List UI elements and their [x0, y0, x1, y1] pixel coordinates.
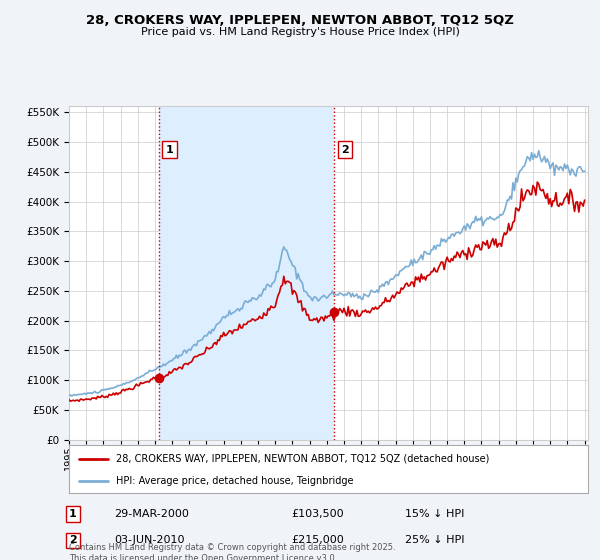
- Text: 1: 1: [69, 509, 77, 519]
- Text: HPI: Average price, detached house, Teignbridge: HPI: Average price, detached house, Teig…: [116, 476, 353, 486]
- Text: £215,000: £215,000: [291, 535, 344, 545]
- Bar: [159, 106, 334, 440]
- Text: 25% ↓ HPI: 25% ↓ HPI: [405, 535, 464, 545]
- Text: 28, CROKERS WAY, IPPLEPEN, NEWTON ABBOT, TQ12 5QZ (detached house): 28, CROKERS WAY, IPPLEPEN, NEWTON ABBOT,…: [116, 454, 489, 464]
- Text: 2: 2: [341, 144, 349, 155]
- Text: 03-JUN-2010: 03-JUN-2010: [114, 535, 185, 545]
- Text: £103,500: £103,500: [291, 509, 344, 519]
- Text: Contains HM Land Registry data © Crown copyright and database right 2025.: Contains HM Land Registry data © Crown c…: [69, 543, 395, 552]
- Text: 15% ↓ HPI: 15% ↓ HPI: [405, 509, 464, 519]
- Text: Price paid vs. HM Land Registry's House Price Index (HPI): Price paid vs. HM Land Registry's House …: [140, 27, 460, 37]
- Text: This data is licensed under the Open Government Licence v3.0.: This data is licensed under the Open Gov…: [69, 554, 337, 560]
- Text: 2: 2: [69, 535, 77, 545]
- Text: 28, CROKERS WAY, IPPLEPEN, NEWTON ABBOT, TQ12 5QZ: 28, CROKERS WAY, IPPLEPEN, NEWTON ABBOT,…: [86, 14, 514, 27]
- Text: 1: 1: [166, 144, 173, 155]
- Text: 29-MAR-2000: 29-MAR-2000: [114, 509, 189, 519]
